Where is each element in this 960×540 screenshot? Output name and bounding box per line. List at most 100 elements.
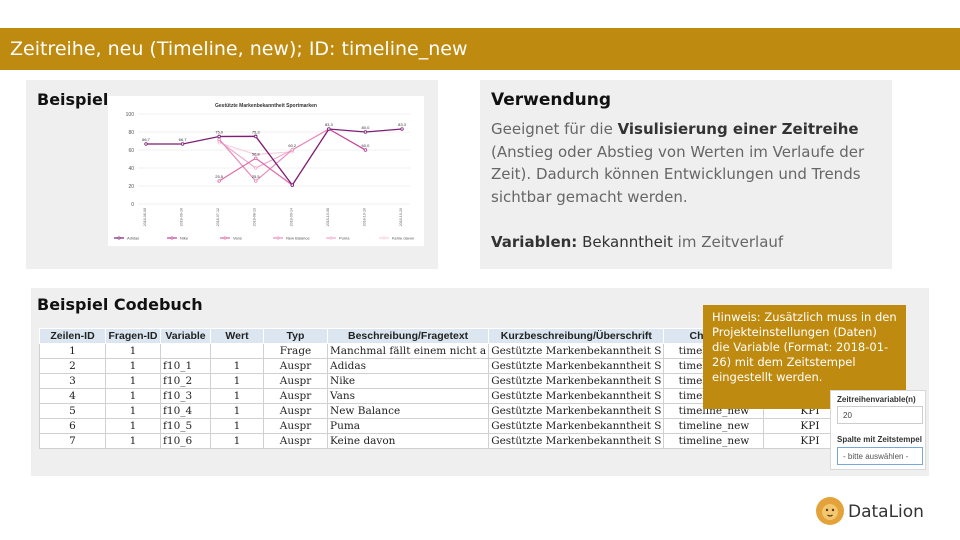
legend-label: New Balance (286, 236, 310, 241)
settings-card: Zeitreihenvariable(n) 20 Spalte mit Zeit… (830, 390, 926, 470)
table-cell: 7 (39, 433, 106, 449)
hint-text: Hinweis: Zusätzlich muss in den Projekte… (712, 310, 897, 384)
table-cell: 2 (39, 358, 106, 374)
legend-label: Vans (233, 236, 242, 241)
example-heading: Beispiel (37, 90, 109, 109)
slide-title: Zeitreihe, neu (Timeline, new); ID: time… (10, 38, 468, 60)
table-cell: Gestützte Markenbekanntheit S (488, 343, 665, 359)
variable-input[interactable]: 20 (837, 406, 923, 424)
data-label: 25,5 (252, 174, 261, 179)
x-tick-label: 2018-10-08 (326, 208, 330, 226)
table-cell: 1 (210, 388, 264, 404)
y-tick-label: 0 (131, 202, 134, 208)
example-chart: Gestützte Markenbekanntheit Sportmarken 0… (108, 96, 424, 246)
title-bar: Zeitreihe, neu (Timeline, new); ID: time… (0, 28, 960, 70)
usage-vars-bold: Bekanntheit (577, 233, 673, 251)
usage-text-pre: Geeignet für die (491, 120, 618, 138)
column-header: Fragen-ID (105, 328, 161, 344)
column-header: Typ (263, 328, 328, 344)
data-point (217, 134, 221, 139)
table-cell: New Balance (326, 403, 490, 419)
series-line (218, 128, 330, 182)
legend-marker (276, 236, 280, 240)
usage-variables: Variablen: Bekanntheit im Zeitverlauf (491, 233, 783, 251)
series-line (146, 128, 403, 187)
table-cell: Gestützte Markenbekanntheit S (488, 373, 665, 389)
table-cell: 4 (39, 388, 106, 404)
timestamp-select[interactable]: - bitte auswählen - (837, 447, 923, 465)
table-cell: 3 (39, 373, 106, 389)
legend-marker (382, 236, 386, 240)
x-tick-label: 2018-09-16 (180, 208, 184, 226)
table-cell: f10_6 (160, 433, 211, 449)
table-cell: Auspr (263, 433, 328, 449)
table-cell: Auspr (263, 418, 328, 434)
table-cell: Auspr (263, 403, 328, 419)
data-label: 75,3 (252, 130, 261, 135)
column-header: Variable (160, 328, 211, 344)
hint-box: Hinweis: Zusätzlich muss in den Projekte… (703, 305, 906, 409)
table-cell: Frage (263, 343, 328, 359)
data-point (254, 166, 258, 170)
table-cell: f10_5 (160, 418, 211, 434)
data-label: 50,8 (252, 151, 261, 156)
legend-label: Adidas (127, 236, 139, 241)
table-cell: Manchmal fällt einem nicht a (326, 343, 490, 359)
data-point (290, 148, 294, 152)
legend-label: Keine davon (392, 236, 414, 241)
data-point (254, 152, 258, 157)
data-point (254, 156, 258, 160)
table-cell: Gestützte Markenbekanntheit S (488, 358, 665, 374)
table-cell: 1 (105, 388, 161, 404)
table-cell: Gestützte Markenbekanntheit S (488, 418, 665, 434)
table-cell: Gestützte Markenbekanntheit S (488, 388, 665, 404)
logo-text: DataLion (848, 502, 924, 522)
data-point (144, 142, 148, 146)
table-cell: timeline_new (663, 433, 765, 449)
data-label: 83,3 (325, 122, 334, 127)
table-cell: 5 (39, 403, 106, 419)
legend-marker (329, 236, 333, 240)
table-cell: Vans (326, 388, 490, 404)
legend-marker (223, 236, 227, 240)
table-cell: Auspr (263, 373, 328, 389)
data-label: 83,3 (398, 122, 407, 127)
table-cell: 1 (105, 358, 161, 374)
table-cell: 1 (105, 433, 161, 449)
data-point (290, 183, 294, 187)
table-cell: Auspr (263, 358, 328, 374)
y-tick-label: 20 (128, 184, 134, 190)
usage-description: Geeignet für die Visulisierung einer Zei… (491, 118, 871, 208)
data-label: 60,2 (288, 143, 297, 148)
column-header: Kurzbeschreibung/Überschrift (488, 328, 665, 344)
y-tick-label: 100 (126, 112, 135, 118)
table-cell: 1 (210, 358, 264, 374)
table-cell: 6 (39, 418, 106, 434)
table-cell: f10_2 (160, 373, 211, 389)
usage-panel (480, 80, 892, 269)
y-tick-label: 60 (128, 148, 134, 154)
table-cell: Keine davon (326, 433, 490, 449)
table-cell: f10_1 (160, 358, 211, 374)
data-point (363, 148, 368, 152)
x-tick-label: 2018-08-13 (253, 208, 257, 226)
codebook-heading: Beispiel Codebuch (37, 295, 203, 314)
table-cell: 1 (105, 403, 161, 419)
table-cell: 1 (210, 418, 264, 434)
data-point (363, 130, 368, 134)
chart-title: Gestützte Markenbekanntheit Sportmarken (215, 103, 317, 109)
table-row: 1 1 Frage Manchmal fällt einem nicht a Gestü… (39, 343, 857, 359)
data-point (327, 127, 331, 131)
table-cell: 1 (105, 418, 161, 434)
table-cell: Adidas (326, 358, 490, 374)
table-cell: Auspr (263, 388, 328, 404)
variable-label: Zeitreihenvariable(n) (837, 395, 916, 404)
table-cell: Gestützte Markenbekanntheit S (488, 403, 665, 419)
table-cell: 1 (105, 373, 161, 389)
table-cell: 1 (210, 433, 264, 449)
legend-marker (117, 236, 121, 240)
data-point (180, 142, 185, 146)
column-header: Zeilen-ID (39, 328, 106, 344)
data-label: 25,5 (215, 174, 224, 179)
data-point (254, 179, 258, 183)
